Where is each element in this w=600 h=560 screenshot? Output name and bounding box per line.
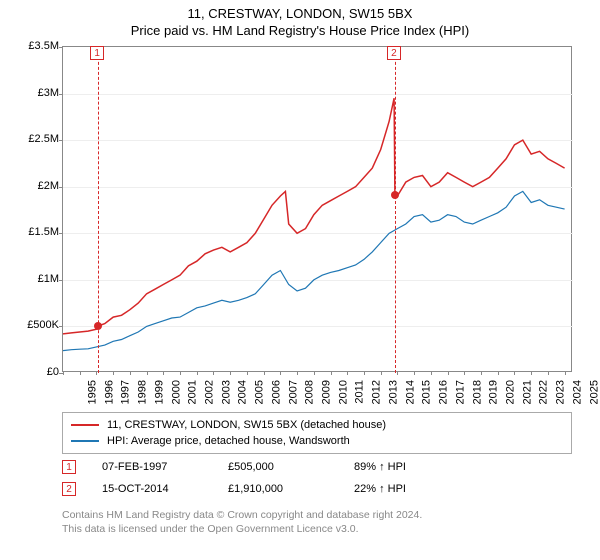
x-axis-tick-label: 2024 — [571, 380, 583, 404]
x-axis-tick-label: 2010 — [337, 380, 349, 404]
x-axis-tick-label: 1998 — [137, 380, 149, 404]
legend: 11, CRESTWAY, LONDON, SW15 5BX (detached… — [62, 412, 572, 454]
legend-label: HPI: Average price, detached house, Wand… — [107, 435, 350, 447]
plot-area — [62, 46, 572, 372]
sale-point-marker — [391, 191, 399, 199]
sale-point-marker — [94, 322, 102, 330]
x-axis-tick-label: 2009 — [321, 380, 333, 404]
y-axis-tick-label: £3.5M — [28, 40, 59, 52]
attribution-line2: This data is licensed under the Open Gov… — [62, 522, 572, 536]
x-axis-tick-label: 2015 — [421, 380, 433, 404]
legend-item: 11, CRESTWAY, LONDON, SW15 5BX (detached… — [71, 417, 563, 433]
attribution: Contains HM Land Registry data © Crown c… — [62, 508, 572, 536]
y-axis-tick-label: £3M — [38, 87, 59, 99]
x-axis-tick-label: 2020 — [505, 380, 517, 404]
y-axis-tick-label: £1.5M — [28, 226, 59, 238]
x-axis-tick-label: 1997 — [120, 380, 132, 404]
x-axis-tick-label: 2000 — [170, 380, 182, 404]
x-axis-tick-label: 2007 — [287, 380, 299, 404]
event-date: 15-OCT-2014 — [102, 483, 202, 495]
x-axis-tick-label: 2025 — [588, 380, 600, 404]
event-marker: 1 — [90, 46, 104, 60]
x-axis-tick-label: 1995 — [86, 380, 98, 404]
y-axis-tick-label: £2.5M — [28, 133, 59, 145]
event-table: 1 07-FEB-1997 £505,000 89% ↑ HPI 2 15-OC… — [62, 456, 572, 500]
event-vertical-line — [395, 47, 396, 373]
event-row: 1 07-FEB-1997 £505,000 89% ↑ HPI — [62, 456, 572, 478]
legend-swatch — [71, 424, 99, 426]
x-axis-tick-label: 2008 — [304, 380, 316, 404]
legend-swatch — [71, 440, 99, 442]
event-row: 2 15-OCT-2014 £1,910,000 22% ↑ HPI — [62, 478, 572, 500]
x-axis-tick-label: 2023 — [555, 380, 567, 404]
event-badge: 1 — [62, 460, 76, 474]
x-axis-tick-label: 2022 — [538, 380, 550, 404]
event-price: £1,910,000 — [228, 483, 328, 495]
chart-title-address: 11, CRESTWAY, LONDON, SW15 5BX — [0, 6, 600, 21]
line-chart-svg — [63, 47, 573, 373]
legend-item: HPI: Average price, detached house, Wand… — [71, 433, 563, 449]
x-axis-tick-label: 2018 — [471, 380, 483, 404]
x-axis-tick-label: 2016 — [438, 380, 450, 404]
x-axis-tick-label: 2006 — [270, 380, 282, 404]
x-axis-tick-label: 2013 — [387, 380, 399, 404]
y-axis-tick-label: £0 — [47, 366, 59, 378]
x-axis-tick-label: 2012 — [371, 380, 383, 404]
legend-label: 11, CRESTWAY, LONDON, SW15 5BX (detached… — [107, 419, 386, 431]
chart-container: 11, CRESTWAY, LONDON, SW15 5BX Price pai… — [0, 0, 600, 560]
event-date: 07-FEB-1997 — [102, 461, 202, 473]
x-axis-tick-label: 2021 — [521, 380, 533, 404]
x-axis-tick-label: 2001 — [187, 380, 199, 404]
x-axis-tick-label: 2002 — [204, 380, 216, 404]
title-block: 11, CRESTWAY, LONDON, SW15 5BX Price pai… — [0, 0, 600, 38]
chart-subtitle: Price paid vs. HM Land Registry's House … — [0, 23, 600, 38]
x-axis-tick-label: 2019 — [488, 380, 500, 404]
x-axis-tick-label: 2017 — [454, 380, 466, 404]
y-axis-tick-label: £500K — [27, 319, 59, 331]
x-axis-tick-label: 2003 — [220, 380, 232, 404]
y-axis-tick-label: £1M — [38, 273, 59, 285]
attribution-line1: Contains HM Land Registry data © Crown c… — [62, 508, 572, 522]
event-marker: 2 — [387, 46, 401, 60]
event-hpi: 22% ↑ HPI — [354, 483, 474, 495]
event-badge: 2 — [62, 482, 76, 496]
x-axis-tick-label: 1999 — [153, 380, 165, 404]
x-axis-tick-label: 2005 — [254, 380, 266, 404]
x-axis-tick-label: 2014 — [404, 380, 416, 404]
y-axis-tick-label: £2M — [38, 180, 59, 192]
x-axis-tick-label: 1996 — [103, 380, 115, 404]
x-axis-tick-label: 2004 — [237, 380, 249, 404]
event-price: £505,000 — [228, 461, 328, 473]
x-axis-tick-label: 2011 — [353, 380, 365, 404]
event-hpi: 89% ↑ HPI — [354, 461, 474, 473]
